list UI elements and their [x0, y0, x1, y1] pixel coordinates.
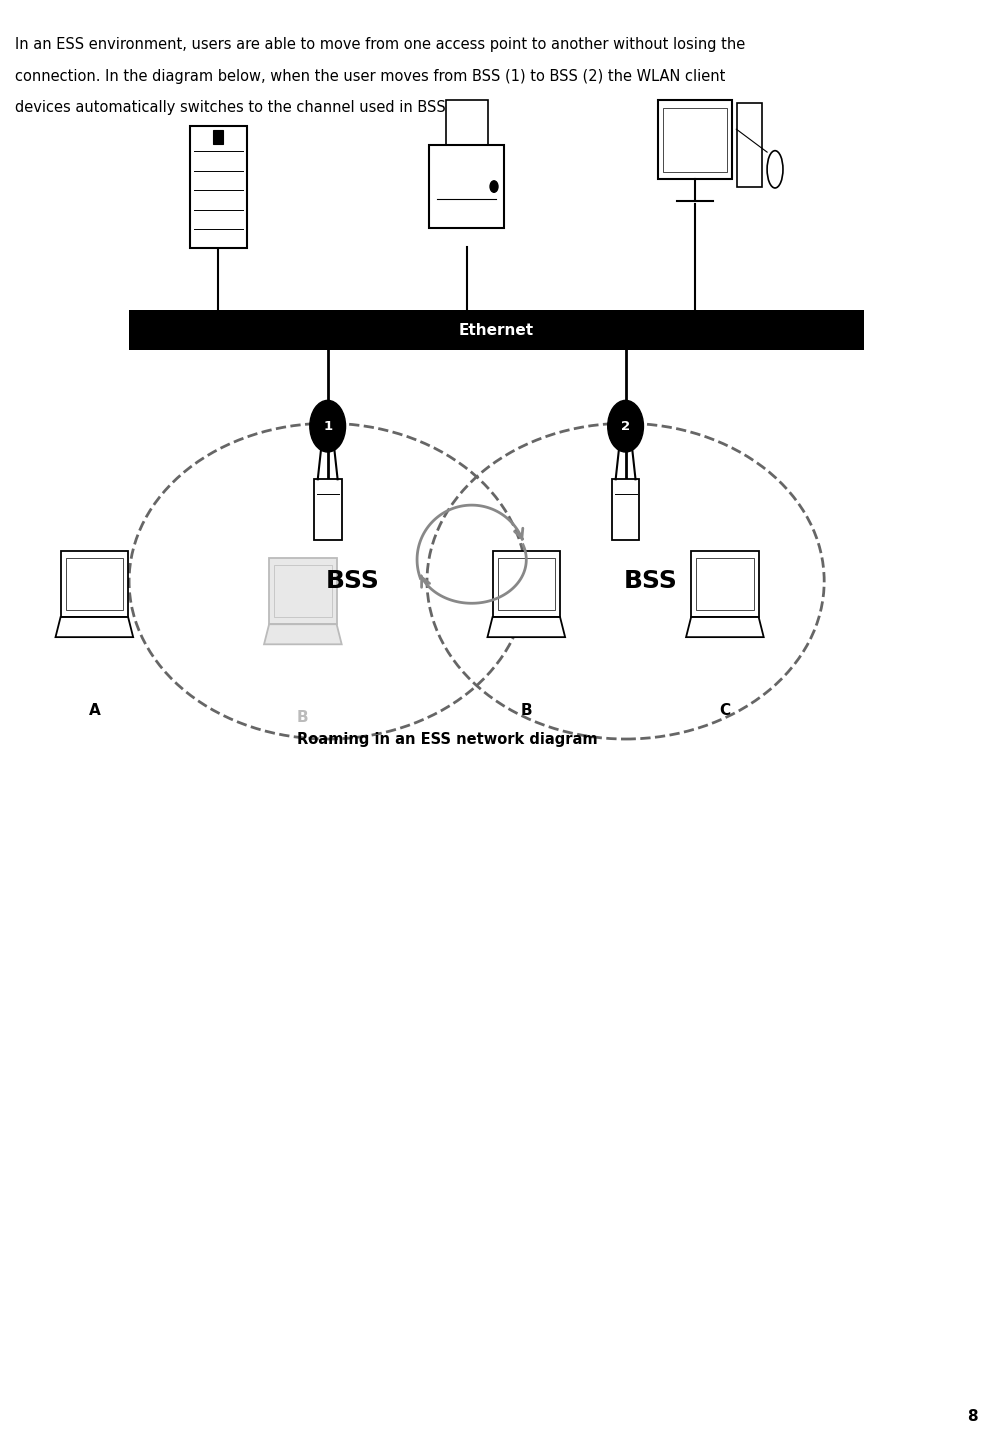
Text: B: B	[520, 703, 532, 718]
Bar	[446, 100, 488, 169]
Bar	[429, 145, 503, 228]
Bar	[314, 479, 342, 540]
Ellipse shape	[767, 151, 782, 188]
Text: devices automatically switches to the channel used in BSS (2).: devices automatically switches to the ch…	[15, 100, 476, 115]
Polygon shape	[56, 617, 133, 637]
Text: connection. In the diagram below, when the user moves from BSS (1) to BSS (2) th: connection. In the diagram below, when t…	[15, 69, 725, 83]
Circle shape	[608, 400, 643, 452]
Text: Ethernet: Ethernet	[459, 323, 534, 337]
Bar	[497, 558, 555, 610]
Circle shape	[310, 400, 346, 452]
Text: BSS: BSS	[624, 570, 677, 593]
Bar	[663, 108, 727, 172]
Bar	[61, 551, 128, 617]
Polygon shape	[488, 617, 565, 637]
Bar	[493, 551, 560, 617]
Bar	[657, 100, 732, 179]
Bar	[696, 558, 754, 610]
Text: Roaming in an ESS network diagram: Roaming in an ESS network diagram	[297, 732, 597, 746]
Bar	[190, 126, 247, 247]
Bar	[274, 565, 332, 617]
Bar	[737, 103, 763, 187]
Bar	[129, 310, 864, 350]
Text: 1: 1	[323, 419, 333, 433]
Circle shape	[490, 181, 497, 192]
Text: A: A	[88, 703, 100, 718]
Bar	[612, 479, 639, 540]
Bar	[66, 558, 123, 610]
Text: C: C	[719, 703, 731, 718]
Text: 8: 8	[967, 1409, 978, 1424]
Text: B: B	[297, 710, 309, 725]
Polygon shape	[264, 624, 342, 644]
Text: In an ESS environment, users are able to move from one access point to another w: In an ESS environment, users are able to…	[15, 37, 745, 52]
Bar	[213, 131, 223, 145]
Polygon shape	[686, 617, 764, 637]
Text: 2: 2	[621, 419, 631, 433]
Bar	[269, 558, 337, 624]
Text: BSS: BSS	[326, 570, 379, 593]
Bar	[691, 551, 759, 617]
